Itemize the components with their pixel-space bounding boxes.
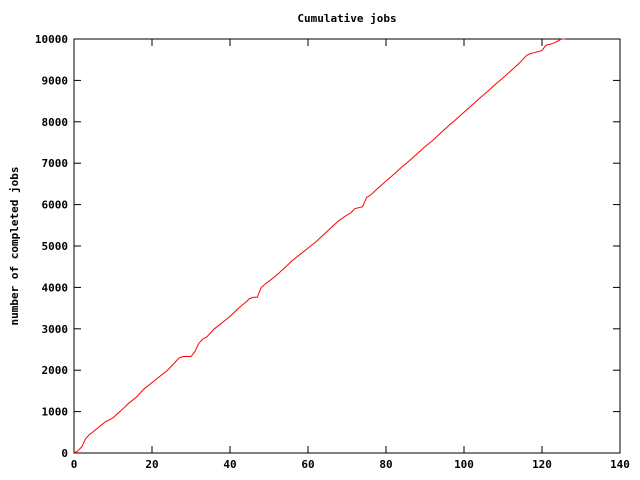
y-tick-label-5: 5000 bbox=[42, 240, 69, 253]
x-tick-label-3: 60 bbox=[301, 458, 314, 471]
axis-tick-labels: 0 20 40 60 80 100 120 140 0 1000 2000 3000 4000 5000 6… bbox=[35, 33, 630, 471]
chart-title: Cumulative jobs bbox=[297, 12, 396, 25]
x-tick-label-5: 100 bbox=[454, 458, 474, 471]
x-tick-label-6: 120 bbox=[532, 458, 552, 471]
y-axis-label: number of completed jobs bbox=[8, 167, 21, 326]
x-tick-label-1: 20 bbox=[145, 458, 158, 471]
axis-ticks bbox=[73, 38, 621, 454]
y-tick-label-10: 10000 bbox=[35, 33, 68, 46]
x-tick-label-7: 140 bbox=[610, 458, 630, 471]
y-tick-label-7: 7000 bbox=[42, 157, 69, 170]
y-tick-label-8: 8000 bbox=[42, 116, 69, 129]
x-tick-label-0: 0 bbox=[71, 458, 78, 471]
y-tick-label-0: 0 bbox=[61, 447, 68, 460]
y-tick-label-3: 3000 bbox=[42, 323, 69, 336]
plot-frame bbox=[73, 38, 621, 454]
y-tick-label-2: 2000 bbox=[42, 364, 69, 377]
series-line-0 bbox=[73, 38, 566, 454]
y-tick-label-6: 6000 bbox=[42, 199, 69, 212]
series-group bbox=[73, 38, 566, 454]
x-tick-label-4: 80 bbox=[379, 458, 392, 471]
y-tick-label-9: 9000 bbox=[42, 74, 69, 87]
y-tick-label-4: 4000 bbox=[42, 281, 69, 294]
y-tick-label-1: 1000 bbox=[42, 406, 69, 419]
x-tick-label-2: 40 bbox=[223, 458, 236, 471]
